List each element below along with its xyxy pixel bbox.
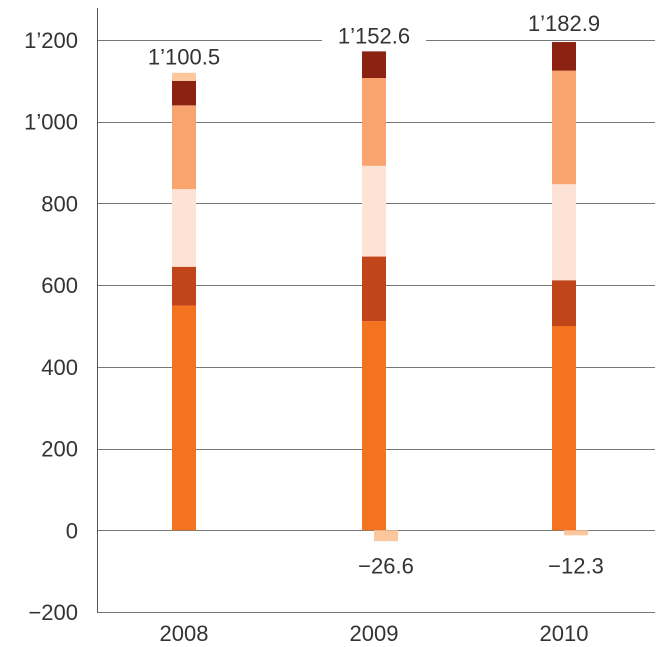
bar-segment	[172, 105, 196, 190]
total-label-bg	[132, 42, 236, 73]
y-tick-label: 600	[41, 273, 78, 298]
bar-segment	[172, 72, 196, 81]
bar-segment	[362, 321, 386, 531]
total-label: 1’152.6	[338, 23, 410, 48]
total-label: 1’182.9	[528, 11, 600, 36]
y-tick-label: 0	[66, 518, 78, 543]
bar-segment	[362, 256, 386, 322]
y-tick-label: 800	[41, 191, 78, 216]
total-label-bg	[512, 8, 616, 39]
y-tick-label: 1’200	[24, 28, 78, 53]
y-tick-label: 400	[41, 355, 78, 380]
negative-label: −26.6	[358, 553, 414, 578]
bar-segment	[552, 184, 576, 281]
bar-segment	[362, 77, 386, 166]
bar-segment	[172, 80, 196, 106]
bar-segment	[552, 326, 576, 531]
x-tick-labels: 2008 2009 2010	[160, 621, 589, 646]
y-tick-label: 1’000	[24, 110, 78, 135]
bar-segment	[362, 48, 386, 78]
bar-segment-negative	[564, 530, 588, 536]
bar-segment	[552, 42, 576, 71]
bar-segment	[552, 280, 576, 326]
x-tick-label: 2008	[160, 621, 209, 646]
bar-segment	[362, 165, 386, 257]
bar-segment	[172, 189, 196, 267]
data-labels: 1’100.5 1’152.6 −26.6 1’182.9 −12.3	[132, 8, 616, 578]
y-tick-labels: −200 0 200 400 600 800 1’000 1’200	[24, 28, 78, 625]
total-label-bg	[322, 21, 426, 52]
y-tick-label: 200	[41, 437, 78, 462]
negative-label: −12.3	[548, 553, 604, 578]
bars	[172, 42, 588, 542]
bar-segment	[172, 266, 196, 306]
x-tick-label: 2009	[350, 621, 399, 646]
y-tick-label: −200	[28, 600, 78, 625]
bar-segment-negative	[374, 530, 398, 542]
bar-segment	[552, 70, 576, 185]
total-label: 1’100.5	[148, 45, 220, 70]
bar-segment	[172, 305, 196, 531]
x-tick-label: 2010	[540, 621, 589, 646]
